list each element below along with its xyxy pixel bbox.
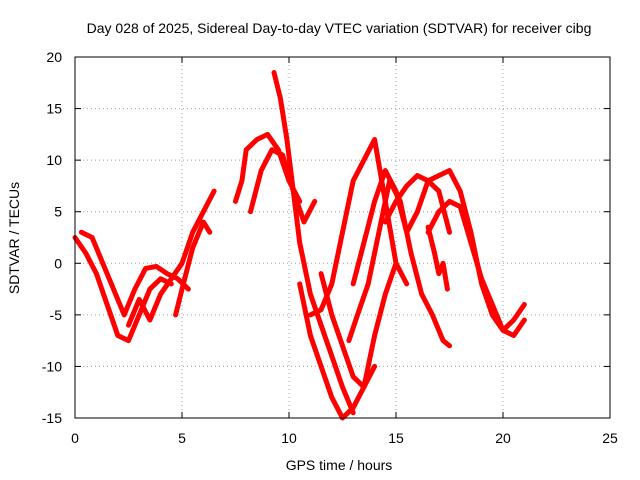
y-tick-label: 5 [54,204,62,220]
series-track-7 [271,70,356,416]
series-track-2 [78,229,191,318]
x-axis-label: GPS time / hours [286,457,393,473]
y-tick-label: 10 [46,152,62,168]
series-track-14 [425,198,527,338]
x-tick-label: 0 [71,430,79,446]
x-tick-label: 20 [495,430,511,446]
x-tick-label: 25 [602,430,618,446]
series-layer [72,70,527,421]
series-track-4 [173,219,213,318]
x-tick-label: 10 [281,430,297,446]
y-tick-label: -15 [42,410,62,426]
x-tick-label: 15 [388,430,404,446]
series-track-10 [318,260,410,390]
series-track-12 [350,168,452,287]
series-track-8 [297,281,378,421]
series-track-3 [126,188,217,328]
tick-layer: 0 5 10 15 20 25 -15 -10 -5 0 5 10 15 20 [42,49,618,446]
y-tick-label: -10 [42,358,62,374]
chart-title: Day 028 of 2025, Sidereal Day-to-day VTE… [87,20,592,36]
y-tick-label: 20 [46,49,62,65]
series-track-1 [72,235,174,344]
y-axis-label: SDTVAR / TECUs [6,182,22,294]
plot-frame [74,56,611,419]
x-tick-label: 5 [178,430,186,446]
grid-layer [75,57,610,418]
y-tick-label: -5 [50,307,63,323]
y-tick-label: 0 [54,255,62,271]
series-track-15 [425,224,450,292]
series-track-6 [248,147,318,225]
y-tick-label: 15 [46,101,62,117]
